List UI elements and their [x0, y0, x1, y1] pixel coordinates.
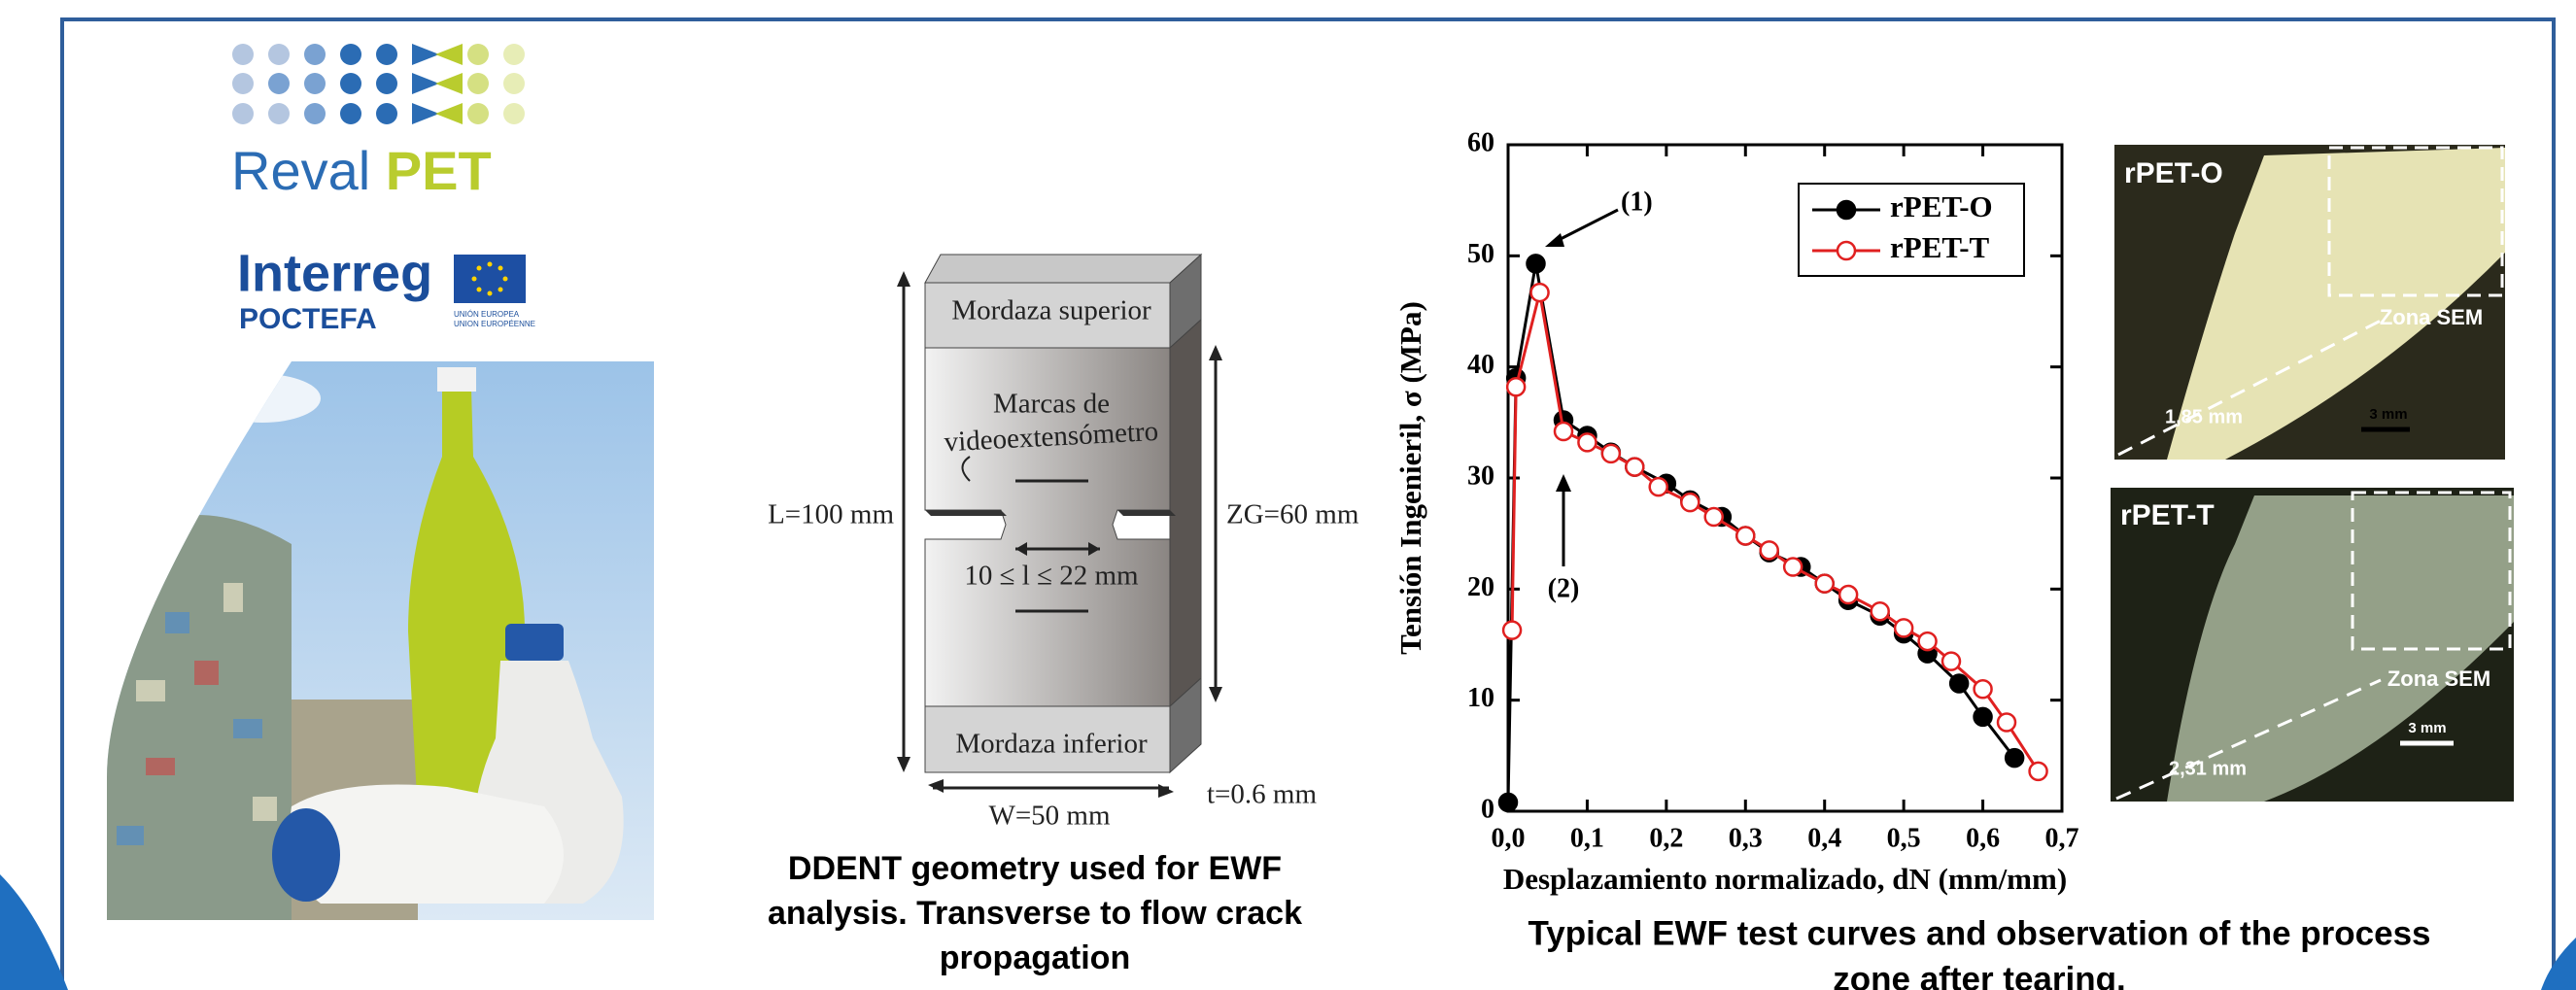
data-point [1919, 632, 1937, 650]
legend-label: rPET-T [1890, 230, 1990, 264]
series-line [1512, 292, 2039, 771]
diagram-label: ZG=60 mm [1226, 499, 1359, 530]
caption-line: zone after tearing. [1833, 960, 2125, 990]
x-tick-label: 0,5 [1887, 823, 1921, 853]
data-point [1626, 459, 1643, 476]
diagram-label: 10 ≤ l ≤ 22 mm [964, 561, 1139, 592]
y-tick-label: 20 [1467, 572, 1494, 602]
data-point [1761, 541, 1778, 559]
x-tick-label: 0,3 [1729, 823, 1763, 853]
legend-label: rPET-O [1890, 189, 1993, 223]
x-tick-label: 0,4 [1807, 823, 1841, 853]
data-point [1499, 794, 1517, 811]
data-point [1528, 255, 1545, 272]
logo-name: PET [386, 140, 492, 201]
x-tick-label: 0,1 [1570, 823, 1604, 853]
annotation: (2) [1548, 573, 1580, 603]
caption-line: Typical EWF test curves and observation … [1528, 914, 2430, 952]
photo-label: rPET-T [2120, 499, 2215, 531]
data-point [1950, 675, 1968, 693]
chart: 0 10 20 30 40 50 60 0,0 0,1 0,2 0,3 0,4 0,5 0,6 0,7 Des… [1393, 127, 2078, 896]
caption-line: DDENT geometry used for EWF [788, 850, 1282, 887]
logo-text: Reval PET [231, 140, 492, 201]
eu-label: UNIÓN EUROPEA [454, 310, 520, 319]
data-point [2030, 763, 2047, 780]
eu-label: UNION EUROPÉENNE [454, 320, 535, 328]
photo-ligament: 1,85 mm [2165, 406, 2243, 427]
x-tick-label: 0,7 [2045, 823, 2079, 853]
program-sub: POCTEFA [239, 303, 377, 335]
photo: rPET-O Zona SEM 1,85 mm 3 mm rPET-T Zona… [2111, 145, 2514, 802]
legend-marker [1838, 242, 1855, 259]
data-point [1839, 586, 1857, 603]
photo-zone: Zona SEM [2387, 666, 2490, 691]
data-point [1975, 708, 1992, 726]
data-point [1531, 284, 1549, 301]
x-tick-label: 0,2 [1649, 823, 1683, 853]
data-point [1895, 619, 1912, 636]
series-line [1508, 263, 2014, 802]
diagram-label: t=0.6 mm [1207, 779, 1317, 810]
data-point [1705, 508, 1723, 526]
bottles-picture [107, 361, 654, 920]
photo-zone: Zona SEM [2380, 305, 2483, 329]
diagram-caption: DDENT geometry used for EWF analysis. Tr… [768, 850, 1302, 976]
data-point [1602, 445, 1620, 462]
y-tick-label: 50 [1467, 239, 1494, 269]
chart-caption: Typical EWF test curves and observation … [1528, 914, 2430, 990]
x-tick-label: 0,6 [1966, 823, 2000, 853]
caption-line: propagation [940, 939, 1130, 976]
diagram-label: W=50 mm [988, 801, 1111, 832]
annotation: (1) [1621, 187, 1653, 217]
data-point [1650, 478, 1667, 495]
y-axis-label: Tensión Ingenieril, σ (MPa) [1393, 301, 1427, 655]
diagram-label: Mordaza superior [951, 295, 1151, 326]
corner [2541, 938, 2576, 990]
y-tick-label: 10 [1467, 683, 1494, 713]
caption-line: analysis. Transverse to flow crack [768, 895, 1302, 932]
program-logo: Interreg [237, 244, 432, 302]
data-point [1578, 433, 1596, 451]
specimen-diagram: Mordaza superior Marcas de videoextensóm… [764, 247, 1363, 837]
diagram-label: Mordaza inferior [955, 729, 1148, 760]
data-point [1872, 602, 1889, 620]
photo-scale: 3 mm [2369, 406, 2407, 423]
data-point [1507, 378, 1525, 395]
photo-scale: 3 mm [2408, 720, 2446, 736]
annotation-arrowhead [1545, 233, 1564, 247]
data-point [1736, 527, 1754, 544]
x-tick-label: 0,0 [1492, 823, 1526, 853]
corner [0, 874, 68, 990]
photo-label: rPET-O [2124, 157, 2223, 189]
x-axis-label: Desplazamiento normalizado, dN (mm/mm) [1503, 862, 2067, 896]
data-point [1681, 494, 1699, 511]
y-tick-label: 30 [1467, 461, 1494, 491]
data-point [1555, 423, 1572, 440]
logo-name: Reval [231, 140, 386, 201]
annotation-arrowhead [1556, 474, 1571, 492]
data-point [1784, 558, 1802, 575]
data-point [1503, 622, 1521, 639]
y-tick-label: 0 [1481, 794, 1494, 824]
logo-dots [232, 44, 525, 124]
photo-ligament: 2,31 mm [2169, 758, 2247, 779]
page: {"logo":{"name_part1":"Reval ","name_par… [0, 0, 2576, 990]
y-tick-label: 60 [1467, 127, 1494, 157]
data-point [1942, 653, 1960, 670]
diagram-label: L=100 mm [768, 499, 894, 530]
data-point [1816, 575, 1834, 593]
y-tick-label: 40 [1467, 350, 1494, 380]
legend-marker [1838, 201, 1855, 219]
annotation-arrow [1553, 210, 1618, 243]
poster: Reval PET Interreg POCTEFA UNIÓN EUROPEA… [0, 0, 2576, 990]
data-point [1975, 680, 1992, 698]
data-point [1998, 714, 2015, 732]
diagram-label: Marcas de [993, 389, 1110, 420]
data-point [2006, 749, 2023, 767]
